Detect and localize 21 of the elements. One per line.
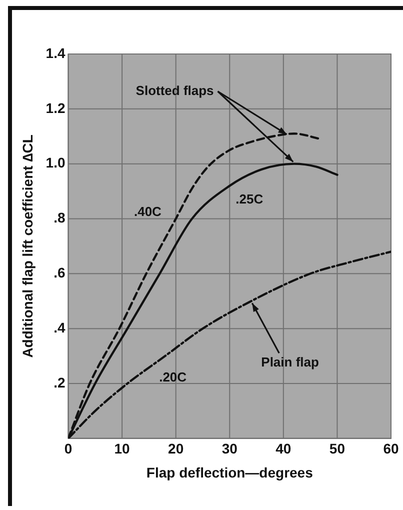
x-tick-label: 60 — [383, 440, 399, 457]
series-label: .20C — [159, 370, 188, 385]
y-tick-label: .8 — [54, 210, 66, 226]
y-tick-label: .2 — [54, 374, 66, 390]
series-label: .40C — [134, 204, 162, 220]
annotation: Plain flap — [261, 354, 319, 370]
y-tick-label: 1.2 — [46, 100, 66, 116]
x-tick-label: 10 — [114, 440, 130, 457]
x-axis-title: Flap deflection—degrees — [146, 464, 314, 480]
y-tick-label: 1.0 — [46, 154, 66, 171]
x-tick-label: 30 — [222, 440, 238, 457]
y-axis-title: Additional flap lift coefficient ∆CL — [19, 134, 36, 358]
y-tick-label: .4 — [54, 319, 66, 336]
annotation: Slotted flaps — [136, 82, 214, 98]
x-tick-label: 20 — [168, 440, 184, 457]
x-tick-label: 40 — [276, 440, 292, 457]
series-label: .25C — [236, 191, 264, 206]
x-tick-label: 0 — [64, 440, 72, 457]
y-tick-label: .6 — [54, 264, 66, 281]
x-tick-label: 50 — [329, 440, 346, 457]
y-tick-label: 1.4 — [46, 44, 66, 61]
